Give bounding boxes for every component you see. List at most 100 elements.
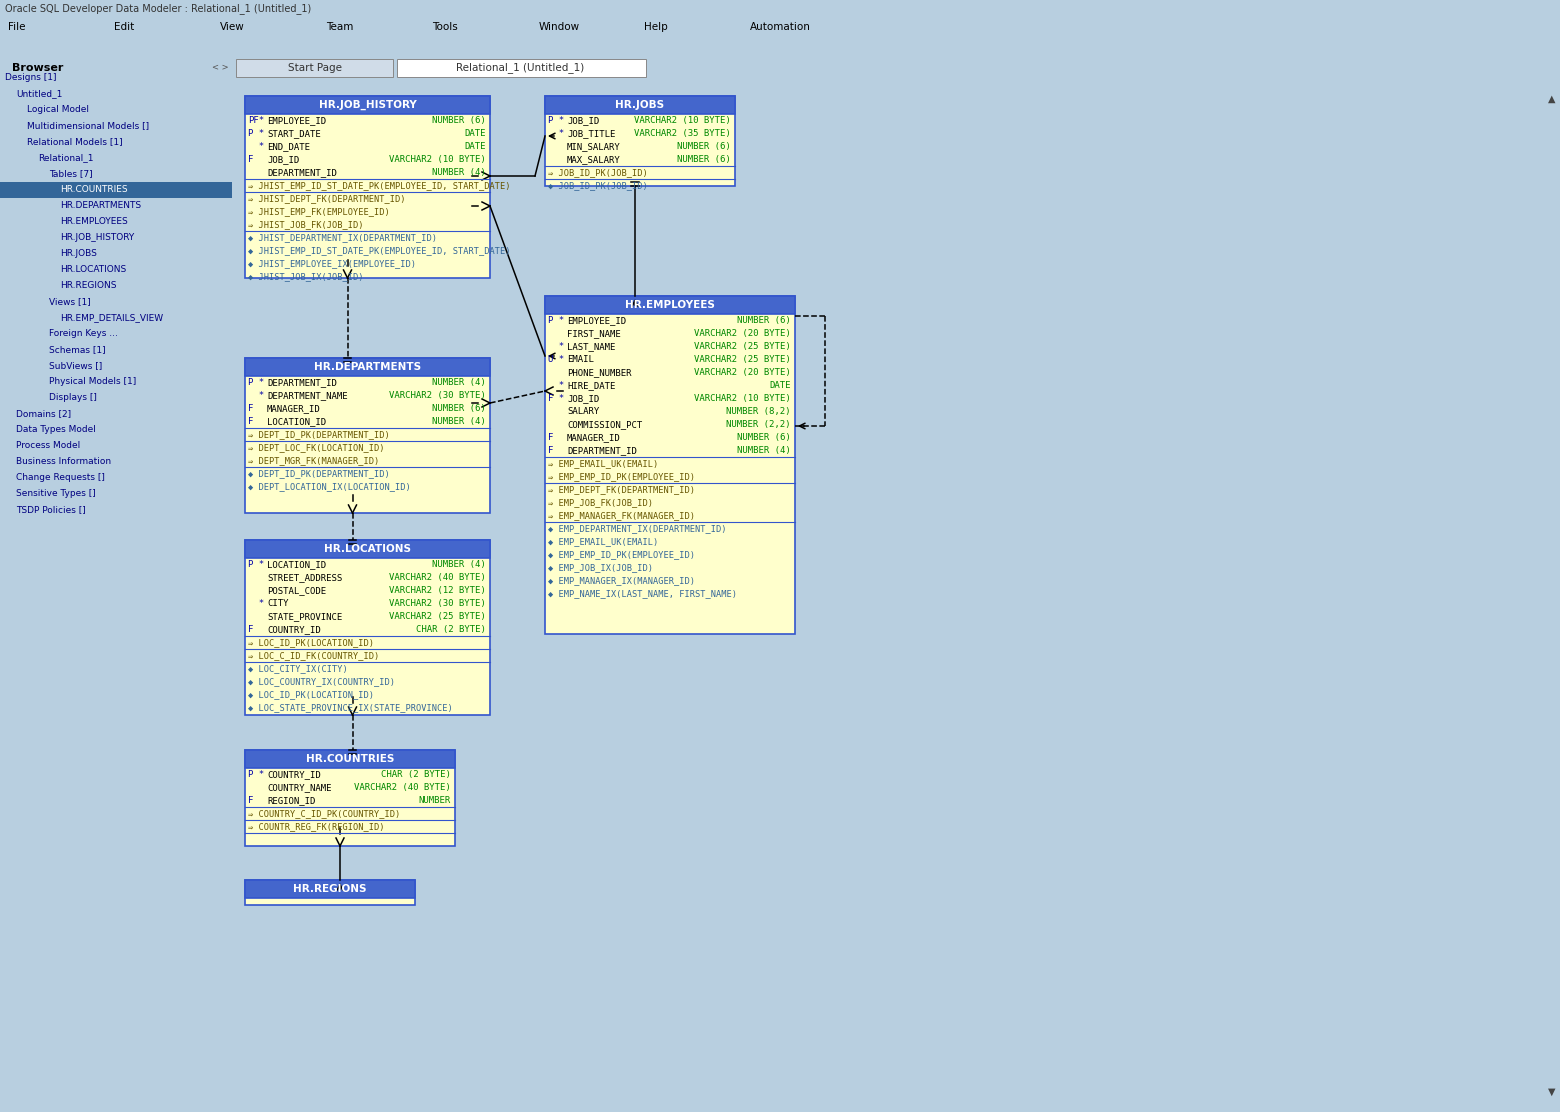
Bar	[245, 358, 490, 513]
Text: TSDP Policies []: TSDP Policies []	[16, 506, 86, 515]
Bar	[245, 749, 456, 846]
Bar	[245, 358, 490, 376]
Text: VARCHAR2 (20 BYTE): VARCHAR2 (20 BYTE)	[694, 368, 791, 377]
Text: ⇒ EMP_JOB_FK(JOB_ID): ⇒ EMP_JOB_FK(JOB_ID)	[548, 498, 654, 507]
Text: Start Page: Start Page	[287, 62, 342, 72]
Text: *: *	[548, 129, 569, 138]
Text: Data Types Model: Data Types Model	[16, 426, 95, 435]
Text: MANAGER_ID: MANAGER_ID	[267, 404, 321, 413]
Text: NUMBER (4): NUMBER (4)	[432, 560, 487, 569]
Text: P *: P *	[548, 316, 569, 325]
Text: MAX_SALARY: MAX_SALARY	[566, 155, 621, 163]
Text: VARCHAR2 (40 BYTE): VARCHAR2 (40 BYTE)	[354, 783, 451, 792]
Bar	[245, 96, 490, 115]
Text: CHAR (2 BYTE): CHAR (2 BYTE)	[417, 625, 487, 634]
Text: ◆ JHIST_EMP_ID_ST_DATE_PK(EMPLOYEE_ID, START_DATE): ◆ JHIST_EMP_ID_ST_DATE_PK(EMPLOYEE_ID, S…	[248, 246, 510, 255]
Text: View: View	[220, 21, 245, 31]
Text: HR.JOB_HISTORY: HR.JOB_HISTORY	[59, 234, 134, 242]
Text: FIRST_NAME: FIRST_NAME	[566, 329, 621, 338]
Text: ▲: ▲	[1548, 93, 1555, 103]
Text: JOB_ID: JOB_ID	[566, 116, 599, 125]
Text: ◆ JOB_ID_PK(JOB_ID): ◆ JOB_ID_PK(JOB_ID)	[548, 181, 647, 190]
Text: HR.LOCATIONS: HR.LOCATIONS	[59, 266, 126, 275]
Text: Tables [7]: Tables [7]	[48, 169, 92, 179]
Text: EMPLOYEE_ID: EMPLOYEE_ID	[267, 116, 326, 125]
Text: DEPARTMENT_ID: DEPARTMENT_ID	[267, 378, 337, 387]
Text: ⇒ JHIST_EMP_FK(EMPLOYEE_ID): ⇒ JHIST_EMP_FK(EMPLOYEE_ID)	[248, 207, 390, 216]
Text: DATE: DATE	[465, 129, 487, 138]
Text: ◆ LOC_COUNTRY_IX(COUNTRY_ID): ◆ LOC_COUNTRY_IX(COUNTRY_ID)	[248, 677, 395, 686]
Text: Foreign Keys ...: Foreign Keys ...	[48, 329, 119, 338]
Text: ◆ LOC_ID_PK(LOCATION_ID): ◆ LOC_ID_PK(LOCATION_ID)	[248, 691, 374, 699]
Bar	[544, 296, 796, 314]
Text: HR.DEPARTMENTS: HR.DEPARTMENTS	[314, 363, 421, 373]
Text: P *: P *	[548, 116, 569, 125]
Text: VARCHAR2 (10 BYTE): VARCHAR2 (10 BYTE)	[635, 116, 732, 125]
Text: START_DATE: START_DATE	[267, 129, 321, 138]
Text: VARCHAR2 (12 BYTE): VARCHAR2 (12 BYTE)	[390, 586, 487, 595]
Text: ⇒ JHIST_EMP_ID_ST_DATE_PK(EMPLOYEE_ID, START_DATE): ⇒ JHIST_EMP_ID_ST_DATE_PK(EMPLOYEE_ID, S…	[248, 181, 510, 190]
Text: F: F	[248, 417, 270, 426]
Bar	[245, 540, 490, 715]
Text: P *: P *	[248, 560, 270, 569]
Text: Views [1]: Views [1]	[48, 298, 90, 307]
Text: Tools: Tools	[432, 21, 459, 31]
Text: Displays []: Displays []	[48, 394, 97, 403]
Text: Help: Help	[644, 21, 668, 31]
Text: LOCATION_ID: LOCATION_ID	[267, 417, 326, 426]
Text: VARCHAR2 (20 BYTE): VARCHAR2 (20 BYTE)	[694, 329, 791, 338]
Bar	[245, 96, 490, 278]
Text: Business Information: Business Information	[16, 457, 111, 467]
Text: HR.LOCATIONS: HR.LOCATIONS	[324, 544, 410, 554]
Text: VARCHAR2 (25 BYTE): VARCHAR2 (25 BYTE)	[390, 612, 487, 620]
Text: *: *	[548, 342, 569, 351]
Text: ⇒ COUNTRY_C_ID_PK(COUNTRY_ID): ⇒ COUNTRY_C_ID_PK(COUNTRY_ID)	[248, 810, 401, 818]
Text: NUMBER (4): NUMBER (4)	[432, 168, 487, 177]
Text: Window: Window	[538, 21, 579, 31]
Bar	[245, 749, 456, 768]
Bar	[245, 880, 415, 905]
Text: JOB_ID: JOB_ID	[267, 155, 300, 163]
Text: HR.JOBS: HR.JOBS	[616, 100, 665, 110]
Text: ⇒ COUNTR_REG_FK(REGION_ID): ⇒ COUNTR_REG_FK(REGION_ID)	[248, 822, 384, 831]
Text: P *: P *	[248, 770, 270, 780]
Text: ▼: ▼	[1548, 1086, 1555, 1096]
Text: Schemas [1]: Schemas [1]	[48, 346, 106, 355]
Text: END_DATE: END_DATE	[267, 142, 310, 151]
Text: VARCHAR2 (10 BYTE): VARCHAR2 (10 BYTE)	[390, 155, 487, 163]
Text: HR.COUNTRIES: HR.COUNTRIES	[306, 754, 395, 764]
Text: COMMISSION_PCT: COMMISSION_PCT	[566, 420, 643, 429]
Text: PHONE_NUMBER: PHONE_NUMBER	[566, 368, 632, 377]
Text: Automation: Automation	[750, 21, 811, 31]
Text: VARCHAR2 (25 BYTE): VARCHAR2 (25 BYTE)	[694, 342, 791, 351]
Text: Process Model: Process Model	[16, 441, 80, 450]
Text: U *: U *	[548, 355, 569, 364]
Text: LAST_NAME: LAST_NAME	[566, 342, 615, 351]
Text: NUMBER (4): NUMBER (4)	[738, 446, 791, 455]
Text: F: F	[248, 625, 270, 634]
Text: CITY: CITY	[267, 599, 289, 608]
Text: HR.REGIONS: HR.REGIONS	[293, 884, 367, 894]
Text: HR.JOBS: HR.JOBS	[59, 249, 97, 258]
Text: Team: Team	[326, 21, 354, 31]
Text: DEPARTMENT_ID: DEPARTMENT_ID	[267, 168, 337, 177]
Text: *: *	[248, 391, 270, 400]
Text: HR.DEPARTMENTS: HR.DEPARTMENTS	[59, 201, 140, 210]
Text: Change Requests []: Change Requests []	[16, 474, 105, 483]
Bar	[245, 880, 415, 898]
Text: HR.EMPLOYEES: HR.EMPLOYEES	[626, 300, 714, 310]
FancyBboxPatch shape	[236, 59, 393, 77]
Text: ⇒ LOC_ID_PK(LOCATION_ID): ⇒ LOC_ID_PK(LOCATION_ID)	[248, 638, 374, 647]
Text: MANAGER_ID: MANAGER_ID	[566, 433, 621, 441]
Text: VARCHAR2 (30 BYTE): VARCHAR2 (30 BYTE)	[390, 599, 487, 608]
Text: Edit: Edit	[114, 21, 134, 31]
Text: REGION_ID: REGION_ID	[267, 796, 315, 805]
Text: ◆ JHIST_JOB_IX(JOB_ID): ◆ JHIST_JOB_IX(JOB_ID)	[248, 272, 363, 281]
Bar	[245, 540, 490, 558]
Bar	[0, 182, 232, 198]
Text: Relational Models [1]: Relational Models [1]	[27, 138, 123, 147]
Text: EMPLOYEE_ID: EMPLOYEE_ID	[566, 316, 626, 325]
Text: Multidimensional Models []: Multidimensional Models []	[27, 121, 150, 130]
Text: LOCATION_ID: LOCATION_ID	[267, 560, 326, 569]
Text: NUMBER (6): NUMBER (6)	[738, 316, 791, 325]
